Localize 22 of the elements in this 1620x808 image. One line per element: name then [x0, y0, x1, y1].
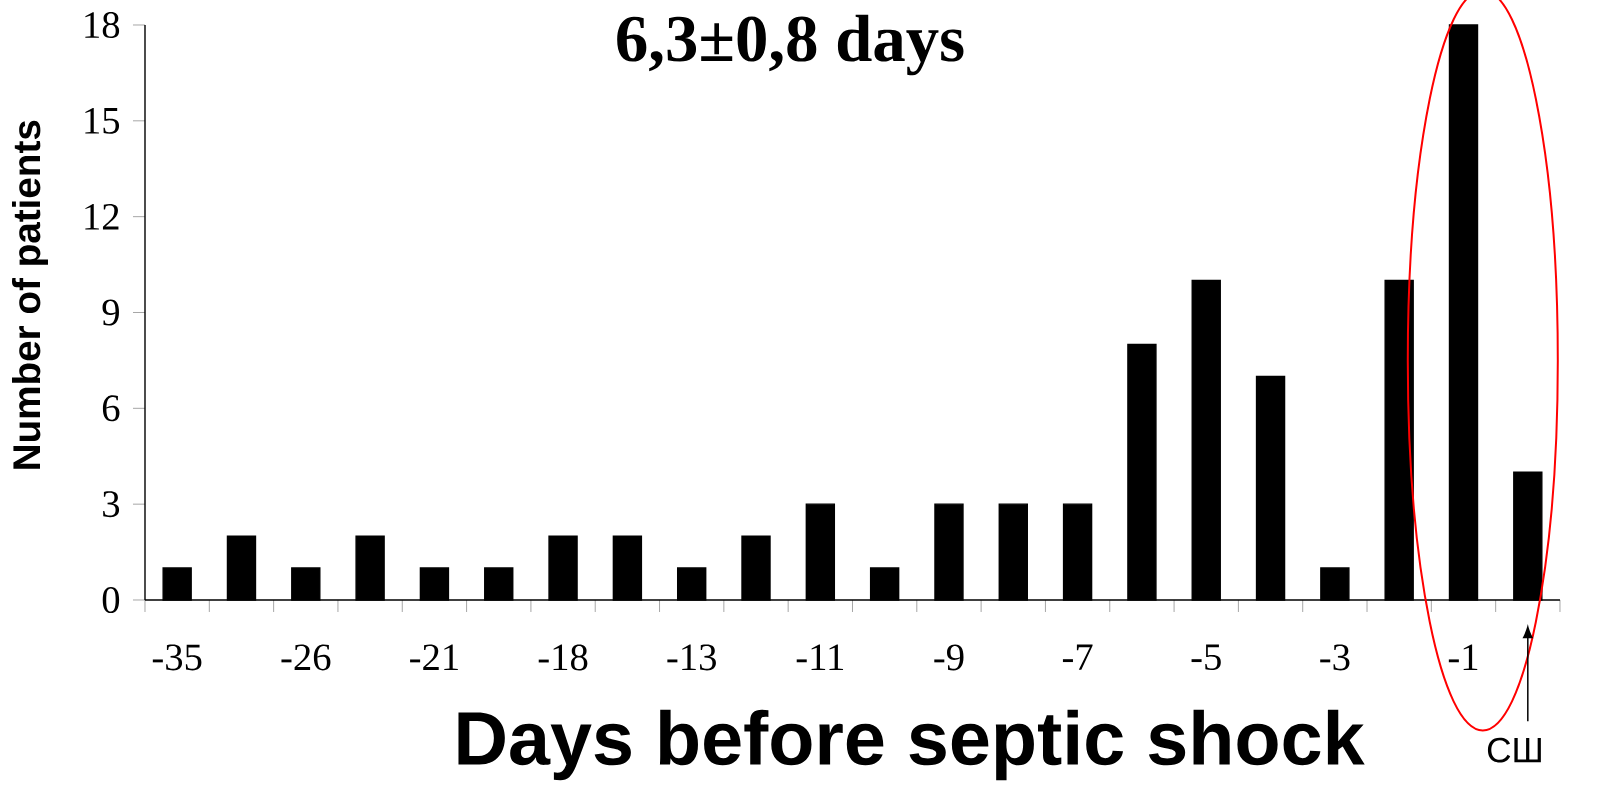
- x-tick-label: -13: [667, 644, 716, 671]
- y-tick-label: 0: [102, 586, 120, 614]
- chart-title: 6,3±0,8 days: [617, 14, 964, 76]
- y-tick-label: 15: [85, 107, 120, 134]
- x-tick-label: -1: [1448, 644, 1478, 670]
- y-tick-label: 3: [103, 491, 120, 518]
- x-tick-label: -35: [152, 644, 202, 671]
- y-axis-title: Number of patients: [12, 120, 48, 469]
- y-tick-label: 6: [102, 395, 120, 422]
- x-axis-title: Days before septic shock: [458, 709, 1365, 781]
- y-tick-label: 12: [85, 203, 119, 230]
- x-tick-label: -18: [538, 644, 588, 671]
- x-tick-label: -3: [1320, 644, 1350, 671]
- x-tick-label: -26: [281, 644, 331, 671]
- x-tick-label: -7: [1062, 644, 1093, 670]
- y-tick-label: 18: [85, 11, 120, 39]
- x-tick-label: -11: [796, 644, 844, 670]
- y-tick-label: 9: [102, 299, 119, 326]
- text: СШ: [1487, 737, 1541, 763]
- x-tick-label: -21: [410, 644, 458, 670]
- x-tick-label: -9: [934, 644, 964, 671]
- x-tick-label: -5: [1191, 644, 1221, 671]
